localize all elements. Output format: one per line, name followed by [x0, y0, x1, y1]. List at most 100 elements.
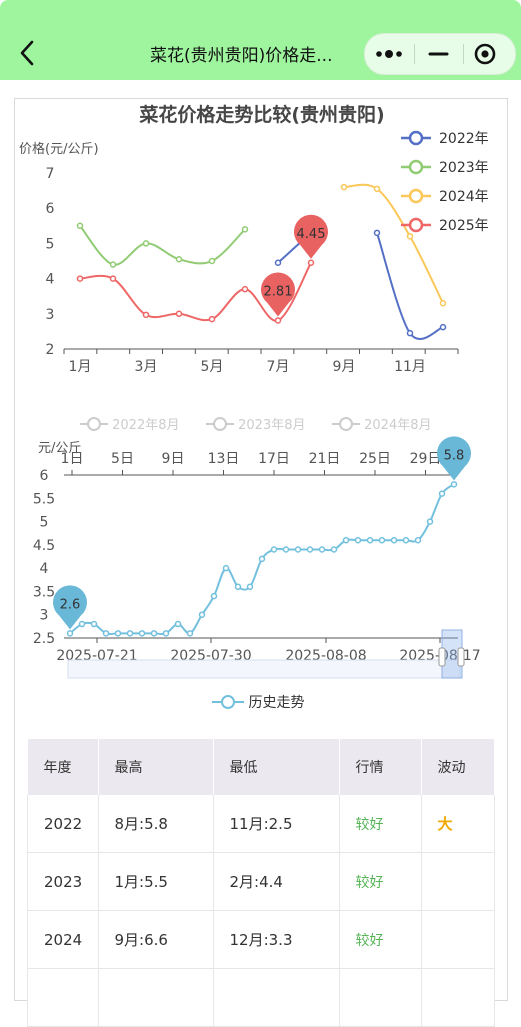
data-point: [76, 275, 84, 282]
table-cell: 2023: [27, 852, 99, 911]
legend-circle-icon: [80, 417, 108, 431]
data-point: [162, 630, 170, 637]
back-button[interactable]: [18, 38, 44, 68]
stats-table: 年度 最高 最低 行情 波动 2022 8月:5.8 11月:2.5 较好大 2023 1…: [27, 739, 495, 1027]
minimize-button[interactable]: [414, 34, 463, 74]
table-cell: 9月:6.6: [98, 910, 214, 969]
table-cell: [339, 968, 422, 1027]
close-button[interactable]: [463, 34, 515, 74]
table-cell: 11月:2.5: [213, 795, 340, 853]
data-point: [150, 630, 158, 637]
zoom-handle-right[interactable]: [457, 647, 465, 667]
history-trend-chart: 元/公斤 1日 5日 9日 13日 17日 21日 25日 29日 2.5 3 3.5 4 4.5 5 5…: [33, 436, 481, 679]
table-cell: 2022: [27, 795, 99, 853]
y-tick-label: 6: [40, 468, 49, 484]
zoom-handle-left[interactable]: [438, 647, 446, 667]
legend-circle-icon: [212, 695, 244, 709]
data-point: [438, 490, 446, 497]
data-point: [270, 546, 278, 553]
data-point: [90, 620, 98, 628]
chart-title: 菜花价格走势比较(贵州贵阳): [138, 103, 384, 126]
data-point: [76, 222, 84, 230]
more-button[interactable]: [365, 34, 414, 74]
legend-item-2025年[interactable]: 2025年: [401, 217, 489, 234]
top-tick-label: 1日: [61, 451, 84, 467]
data-point: [450, 481, 458, 488]
table-row: [27, 968, 495, 1027]
table-cell: 8月:5.8: [98, 795, 214, 853]
data-point: [246, 583, 254, 591]
data-point: [109, 275, 117, 282]
table-header: 年度 最高 最低 行情 波动: [27, 739, 495, 795]
legend-item-2022年[interactable]: 2022年: [401, 130, 489, 147]
legend-item-history[interactable]: 历史走势: [212, 692, 304, 712]
data-zoom-slider[interactable]: [67, 659, 461, 679]
x-tick-label: 9月: [333, 359, 356, 375]
y-tick-label: 3.5: [33, 584, 55, 600]
table-cell: 较好: [339, 910, 422, 969]
data-point: [390, 536, 398, 544]
x-tick-label: 3月: [135, 359, 158, 375]
table-cell: 2024: [27, 910, 99, 969]
legend-item-2023-aug[interactable]: 2023年8月: [206, 414, 306, 433]
y-tick-label: 7: [46, 166, 55, 182]
series-line: [79, 225, 246, 266]
y-tick-label: 5: [46, 236, 55, 252]
y-axis-label: 价格(元/公斤): [19, 141, 99, 157]
marker-pin: 5.8: [437, 436, 471, 481]
x-tick-label: 11月: [394, 359, 426, 375]
data-point: [175, 255, 183, 263]
data-point: [306, 546, 314, 553]
legend-circle-icon: [408, 188, 424, 204]
data-point: [330, 546, 338, 553]
y-tick-label: 4.5: [33, 538, 55, 554]
table-cell: [421, 910, 495, 969]
marker-pin: 2.6: [53, 585, 87, 630]
column-header: 波动: [421, 739, 495, 795]
data-point: [282, 546, 290, 553]
table-cell: 较好: [339, 795, 422, 853]
top-tick-label: 5日: [111, 451, 134, 467]
y-tick-label: 3: [46, 307, 55, 323]
data-point: [102, 630, 110, 637]
data-point: [340, 183, 348, 191]
data-point: [406, 233, 414, 240]
legend-item-2024-aug[interactable]: 2024年8月: [332, 414, 432, 433]
table-cell: 12月:3.3: [213, 910, 340, 969]
marker-label: 2.81: [264, 284, 293, 299]
series-line: [376, 232, 444, 340]
table-cell: 较好: [339, 852, 422, 911]
legend-label: 2023年8月: [238, 418, 306, 433]
data-point: [373, 185, 381, 193]
target-icon: [474, 43, 496, 65]
data-point: [114, 630, 122, 637]
column-header: 最低: [213, 739, 340, 795]
data-point: [354, 536, 362, 544]
data-point: [208, 315, 216, 323]
data-point: [241, 226, 249, 233]
data-point: [274, 317, 282, 324]
page-title: 菜花(贵州贵阳)价格走...: [150, 46, 333, 66]
data-point: [241, 285, 249, 293]
data-point: [208, 257, 216, 265]
minus-icon: [428, 52, 449, 56]
table-cell: 2月:4.4: [213, 852, 340, 911]
legend-label: 2022年8月: [112, 418, 180, 433]
legend-item-2023年[interactable]: 2023年: [401, 159, 489, 176]
legend-item-2022-aug[interactable]: 2022年8月: [80, 414, 180, 433]
marker-label: 5.8: [444, 448, 465, 463]
data-point: [126, 630, 134, 637]
legend-item-2024年[interactable]: 2024年: [401, 188, 489, 205]
x-tick-label: 7月: [267, 359, 290, 375]
marker-label: 4.45: [297, 227, 326, 242]
data-point: [66, 630, 74, 637]
top-tick-label: 13日: [208, 451, 240, 467]
y-tick-label: 2: [46, 342, 55, 358]
legend-label: 历史走势: [248, 695, 305, 711]
series-2024年: [340, 183, 447, 307]
column-header: 行情: [339, 739, 422, 795]
data-point: [378, 536, 386, 544]
data-point: [274, 259, 282, 267]
series-history: [66, 481, 458, 637]
y-axis-label: 元/公斤: [38, 441, 81, 456]
